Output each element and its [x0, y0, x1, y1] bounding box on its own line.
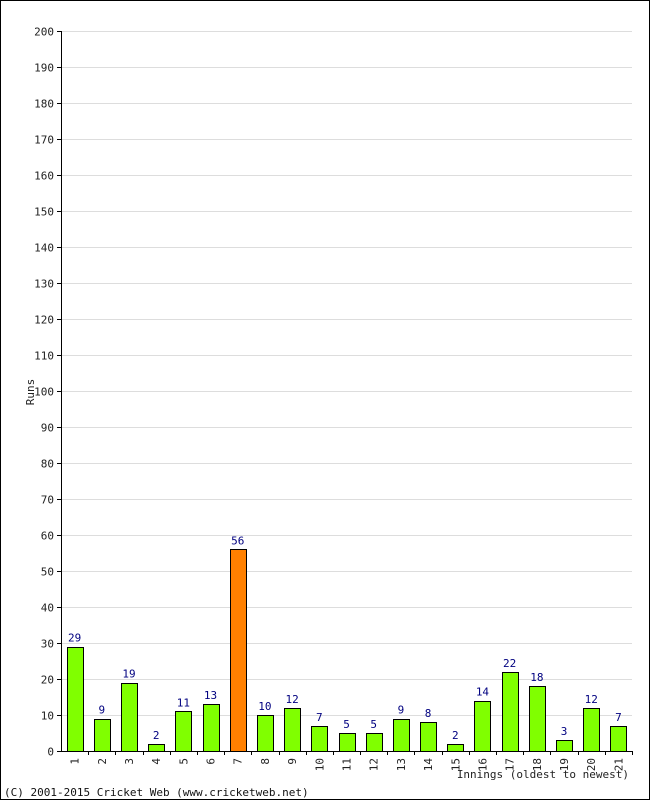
bar	[257, 715, 274, 752]
bars	[67, 549, 627, 752]
bar	[502, 672, 519, 752]
data-label: 9	[398, 704, 405, 717]
bar	[366, 733, 383, 752]
data-labels: 29 9 19 2 11 13 56 10 12 7 5 5 9 8 2 14 22 18 3 12 7	[68, 534, 622, 741]
x-tick-label: 21	[612, 758, 625, 771]
bar	[474, 701, 491, 752]
x-tick-label: 11	[341, 758, 354, 771]
bar	[94, 719, 111, 752]
data-label: 14	[476, 686, 490, 699]
data-label: 56	[231, 534, 244, 547]
bar	[175, 711, 192, 752]
y-tick-label: 30	[41, 638, 54, 651]
bar	[556, 740, 573, 752]
y-tick-label: 120	[34, 314, 54, 327]
x-tick-label: 13	[395, 758, 408, 771]
y-tick-label: 200	[34, 26, 54, 39]
x-tick-label: 15	[449, 758, 462, 771]
x-tick-label: 10	[313, 758, 326, 771]
y-tick-label: 90	[41, 422, 54, 435]
data-label: 29	[68, 632, 81, 645]
bar	[583, 708, 600, 752]
data-label: 3	[561, 725, 568, 738]
copyright-credit: (C) 2001-2015 Cricket Web (www.cricketwe…	[4, 786, 309, 799]
y-tick-label: 110	[34, 350, 54, 363]
bar	[447, 744, 464, 752]
x-tick-label: 12	[368, 758, 381, 771]
data-label: 12	[285, 693, 298, 706]
y-tick-label: 180	[34, 98, 54, 111]
data-label: 22	[503, 657, 516, 670]
data-label: 12	[585, 693, 598, 706]
bar	[148, 744, 165, 752]
x-tick-label: 3	[123, 758, 136, 765]
data-label: 18	[530, 671, 543, 684]
x-tick-label: 8	[259, 758, 272, 765]
y-axis-ticks: 0 10 20 30 40 50 60 70 80 90 100 110 120 130 140 150 160…	[34, 26, 61, 759]
y-tick-label: 170	[34, 134, 54, 147]
x-tick-label: 4	[150, 758, 163, 765]
y-tick-label: 150	[34, 206, 54, 219]
bar	[420, 722, 437, 752]
data-label: 10	[258, 700, 271, 713]
x-tick-label: 5	[177, 758, 190, 765]
bar	[230, 549, 247, 752]
bar	[393, 719, 410, 752]
data-label: 2	[153, 729, 160, 742]
x-tick-label: 9	[286, 758, 299, 765]
data-label: 7	[615, 711, 622, 724]
y-tick-label: 40	[41, 602, 54, 615]
x-tick-label: 6	[205, 758, 218, 765]
y-tick-label: 160	[34, 170, 54, 183]
x-tick-label: 2	[96, 758, 109, 765]
y-tick-label: 50	[41, 566, 54, 579]
y-tick-label: 60	[41, 530, 54, 543]
y-tick-label: 140	[34, 242, 54, 255]
x-tick-label: 20	[585, 758, 598, 771]
data-label: 5	[343, 718, 350, 731]
x-tick-label: 1	[69, 758, 82, 765]
data-label: 8	[425, 707, 432, 720]
bar	[121, 683, 138, 752]
bar	[284, 708, 301, 752]
bar	[67, 647, 84, 752]
x-tick-label: 17	[504, 758, 517, 771]
x-tick-label: 18	[531, 758, 544, 771]
data-label: 9	[98, 704, 105, 717]
bar	[529, 686, 546, 752]
data-label: 7	[316, 711, 323, 724]
bar	[610, 726, 627, 752]
y-tick-label: 190	[34, 62, 54, 75]
x-axis-title: Innings (oldest to newest)	[457, 768, 629, 781]
x-tick-label: 16	[476, 758, 489, 771]
y-tick-label: 130	[34, 278, 54, 291]
y-tick-label: 70	[41, 494, 54, 507]
x-tick-label: 19	[558, 758, 571, 771]
bar	[311, 726, 328, 752]
data-label: 13	[204, 689, 217, 702]
x-tick-label: 14	[422, 758, 435, 772]
y-tick-label: 0	[47, 746, 54, 759]
y-tick-label: 20	[41, 674, 54, 687]
data-label: 5	[370, 718, 377, 731]
data-label: 11	[177, 696, 190, 709]
bar	[203, 704, 220, 752]
y-tick-label: 100	[34, 386, 54, 399]
y-axis-title: Runs	[24, 379, 37, 406]
y-tick-label: 80	[41, 458, 54, 471]
y-tick-label: 10	[41, 710, 54, 723]
data-label: 2	[452, 729, 459, 742]
x-tick-label: 7	[232, 758, 245, 765]
data-label: 19	[122, 668, 135, 681]
gridlines	[61, 31, 632, 716]
bar	[339, 733, 356, 752]
